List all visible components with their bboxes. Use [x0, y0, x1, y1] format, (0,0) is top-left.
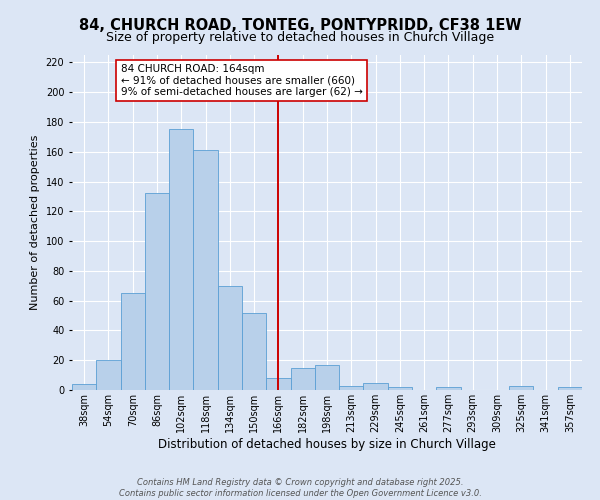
Bar: [218, 286, 242, 390]
Bar: [436, 387, 461, 390]
Bar: [290, 368, 315, 390]
Bar: [339, 386, 364, 390]
Text: 84 CHURCH ROAD: 164sqm
← 91% of detached houses are smaller (660)
9% of semi-det: 84 CHURCH ROAD: 164sqm ← 91% of detached…: [121, 64, 362, 97]
Text: Size of property relative to detached houses in Church Village: Size of property relative to detached ho…: [106, 31, 494, 44]
Bar: [364, 382, 388, 390]
Bar: [315, 364, 339, 390]
X-axis label: Distribution of detached houses by size in Church Village: Distribution of detached houses by size …: [158, 438, 496, 451]
Bar: [121, 293, 145, 390]
Bar: [242, 312, 266, 390]
Bar: [388, 387, 412, 390]
Bar: [72, 384, 96, 390]
Bar: [266, 378, 290, 390]
Bar: [145, 194, 169, 390]
Bar: [96, 360, 121, 390]
Text: 84, CHURCH ROAD, TONTEG, PONTYPRIDD, CF38 1EW: 84, CHURCH ROAD, TONTEG, PONTYPRIDD, CF3…: [79, 18, 521, 32]
Bar: [558, 387, 582, 390]
Text: Contains HM Land Registry data © Crown copyright and database right 2025.
Contai: Contains HM Land Registry data © Crown c…: [119, 478, 481, 498]
Y-axis label: Number of detached properties: Number of detached properties: [30, 135, 40, 310]
Bar: [193, 150, 218, 390]
Bar: [169, 130, 193, 390]
Bar: [509, 386, 533, 390]
